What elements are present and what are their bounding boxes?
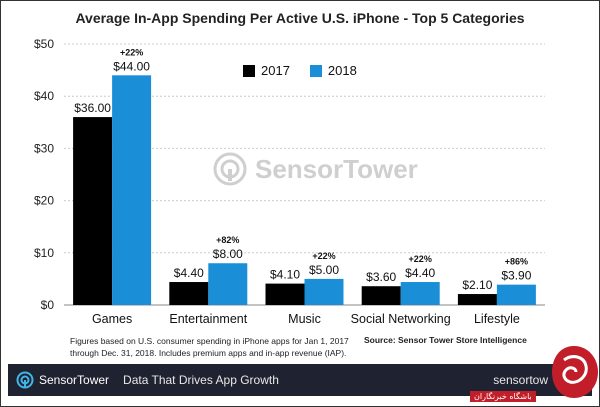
bar-2018 <box>304 278 344 305</box>
legend-item-2018: 2018 <box>309 63 357 78</box>
bar-2017 <box>169 282 209 305</box>
bar-chart: $0$10$20$30$40$50 $36.00$44.00+22%$4.40$… <box>34 37 545 326</box>
data-label-2017: $4.10 <box>270 268 300 282</box>
legend-swatch-2017 <box>243 64 255 77</box>
legend-item-2017: 2017 <box>243 63 290 78</box>
bar-2018 <box>208 263 248 305</box>
bars <box>73 75 536 305</box>
legend-swatch-2018 <box>309 64 322 77</box>
data-label-2018: $8.00 <box>213 247 243 261</box>
legend-label-2018: 2018 <box>327 63 357 78</box>
footer-brand-text: SensorTower <box>39 373 110 387</box>
legend-label-2017: 2017 <box>261 63 290 78</box>
data-label-2017: $3.60 <box>366 270 396 284</box>
watermark-text: SensorTower <box>255 153 418 184</box>
badge-text: باشگاه خبرنگاران <box>470 391 536 402</box>
data-label-2017: $4.40 <box>174 266 204 280</box>
data-label-2018: $4.40 <box>405 266 435 280</box>
growth-label: +22% <box>312 251 335 261</box>
footer-brand: SensorTower <box>16 371 109 389</box>
bar-2018 <box>112 75 152 305</box>
value-labels: $36.00 $44.00 +22% $4.40 $8.00 +82% $4.10 $5.00… <box>74 47 531 292</box>
x-tick-label: Social Networking <box>351 312 451 326</box>
footer-tagline: Data That Drives App Growth <box>123 373 279 387</box>
data-label-2018: $44.00 <box>113 59 150 73</box>
bar-2017 <box>361 286 401 305</box>
x-tick-label: Lifestyle <box>474 312 520 326</box>
watermark: SensorTower <box>213 152 418 186</box>
y-tick-label: $50 <box>34 37 54 51</box>
growth-label: +22% <box>409 254 432 264</box>
footer-site: sensortow <box>493 373 548 387</box>
bar-2017 <box>73 117 113 305</box>
footer-bar: SensorTower Data That Drives App Growth … <box>8 364 592 396</box>
growth-label: +86% <box>505 257 528 267</box>
growth-label: +82% <box>216 235 239 245</box>
sensortower-logo-icon <box>213 152 247 186</box>
y-tick-label: $0 <box>41 298 55 312</box>
data-label-2017: $36.00 <box>74 101 111 115</box>
y-tick-label: $40 <box>34 89 54 103</box>
footnote: Figures based on U.S. consumer spending … <box>70 336 349 358</box>
y-tick-label: $10 <box>34 246 54 260</box>
data-label-2018: $3.90 <box>501 269 531 283</box>
sensortower-logo-icon <box>16 371 34 389</box>
y-tick-label: $30 <box>34 141 54 155</box>
source-note: Source: Sensor Tower Store Intelligence <box>364 335 527 345</box>
chart-title: Average In-App Spending Per Active U.S. … <box>75 10 525 26</box>
bar-2018 <box>496 284 536 305</box>
news-agency-badge-icon <box>552 346 598 398</box>
growth-label: +22% <box>120 47 143 57</box>
x-tick-label: Games <box>92 312 132 326</box>
data-label-2017: $2.10 <box>462 278 492 292</box>
x-tick-label: Music <box>288 312 321 326</box>
x-tick-label: Entertainment <box>169 312 247 326</box>
y-axis: $0 $10 $20 $30 $40 $50 <box>34 37 54 312</box>
x-axis: Games Entertainment Music Social Networking… <box>92 312 520 326</box>
data-label-2018: $5.00 <box>309 263 339 277</box>
chart-legend: 2017 2018 <box>243 63 371 78</box>
bar-2017 <box>265 283 305 305</box>
y-tick-label: $20 <box>34 194 54 208</box>
bar-2018 <box>400 282 440 305</box>
bar-2017 <box>457 294 497 305</box>
